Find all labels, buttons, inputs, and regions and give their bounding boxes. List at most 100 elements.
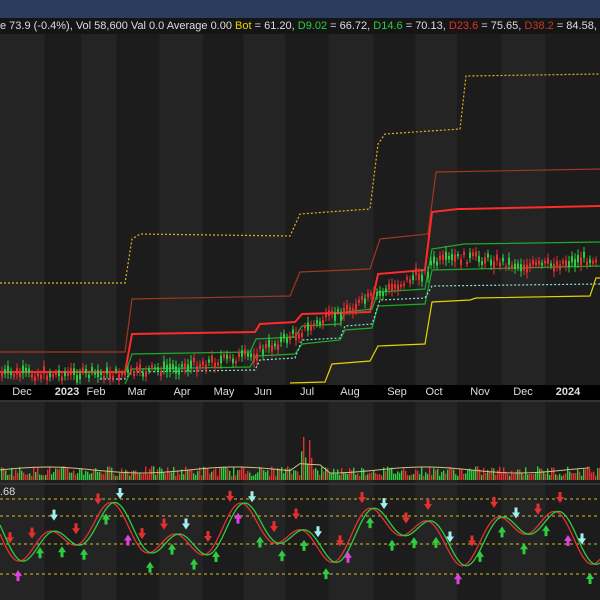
volume-bar: [15, 469, 17, 480]
candle-body: [4, 369, 6, 374]
volume-bar: [79, 468, 81, 480]
candle-body: [544, 260, 546, 264]
signal-arrow: [14, 570, 22, 582]
candle-body: [220, 355, 222, 364]
candle-body: [91, 366, 93, 372]
volume-bar: [401, 470, 403, 480]
volume-bar: [315, 467, 317, 480]
volume-bar: [343, 472, 345, 480]
candle-body: [307, 322, 309, 331]
volume-bar: [519, 469, 521, 480]
volume-bar: [327, 468, 329, 480]
volume-bar: [549, 474, 551, 480]
candle-body: [43, 366, 45, 374]
volume-bar: [449, 466, 451, 480]
candle-body: [169, 363, 171, 372]
candle-body: [514, 263, 516, 270]
volume-bar: [201, 475, 203, 480]
volume-bar: [547, 468, 549, 480]
volume-bar: [397, 471, 399, 480]
volume-bar: [207, 468, 209, 480]
candle-body: [103, 376, 105, 380]
volume-bar: [447, 469, 449, 480]
volume-bar: [19, 466, 21, 480]
volume-bar: [27, 474, 29, 480]
signal-arrow: [102, 513, 110, 525]
candle-body: [253, 354, 255, 362]
volume-bar: [135, 470, 137, 480]
signal-arrow: [234, 512, 242, 524]
volume-bar: [289, 468, 291, 480]
volume-bar: [391, 467, 393, 480]
volume-bar: [297, 471, 299, 480]
background-stripe: [501, 34, 546, 600]
volume-bar: [477, 466, 479, 480]
candle-body: [154, 367, 156, 370]
background-stripe: [545, 34, 600, 600]
header-segment: = 70.13,: [402, 20, 449, 32]
candle-body: [364, 298, 366, 304]
candle-body: [184, 363, 186, 370]
volume-bar: [483, 467, 485, 480]
volume-bar: [103, 474, 105, 480]
time-label: Jul: [300, 386, 314, 398]
signal-arrow: [58, 546, 66, 558]
volume-bar: [291, 473, 293, 480]
volume-bar: [193, 473, 195, 480]
volume-bar: [25, 474, 27, 480]
volume-bar: [597, 468, 599, 480]
time-label: 2023: [55, 386, 79, 398]
volume-bar: [119, 473, 121, 480]
signal-arrow: [256, 536, 264, 548]
volume-bar: [437, 468, 439, 480]
candle-body: [592, 260, 594, 264]
candle-body: [397, 284, 399, 291]
header-segment: = 61.20,: [251, 20, 298, 32]
volume-bar: [231, 475, 233, 480]
volume-bar: [521, 472, 523, 480]
candle-body: [472, 252, 474, 256]
candle-body: [454, 254, 456, 262]
candle-body: [25, 367, 27, 373]
signal-arrow: [468, 535, 476, 547]
candle-body: [196, 365, 198, 372]
volume-bar: [523, 475, 525, 480]
volume-bar: [235, 475, 237, 480]
signal-arrow: [402, 512, 410, 524]
volume-bar: [443, 470, 445, 480]
volume-bar: [257, 472, 259, 480]
candle-body: [280, 336, 282, 343]
volume-bar: [49, 466, 51, 480]
header-segment: D14.6: [373, 20, 403, 32]
volume-bar: [191, 469, 193, 480]
volume-bar: [115, 475, 117, 480]
candle-body: [337, 309, 339, 312]
signal-arrow: [6, 532, 14, 544]
signal-arrow: [314, 526, 322, 538]
volume-bar: [139, 473, 141, 480]
volume-bar: [361, 467, 363, 480]
volume-bar: [65, 466, 67, 480]
volume-bar: [89, 474, 91, 480]
candle-body: [532, 260, 534, 265]
volume-bar: [63, 466, 65, 480]
volume-bar: [269, 475, 271, 480]
volume-bar: [177, 470, 179, 480]
candle-body: [190, 360, 192, 368]
time-label: Aug: [340, 386, 360, 398]
signal-arrow: [424, 499, 432, 511]
volume-bar: [9, 474, 11, 480]
volume-bar: [363, 468, 365, 480]
volume-bar: [515, 471, 517, 480]
candle-body: [172, 364, 174, 370]
signal-arrow: [454, 573, 462, 585]
volume-bar: [109, 466, 111, 480]
volume-bar: [325, 467, 327, 480]
volume-bar: [497, 470, 499, 480]
signal-arrow: [270, 521, 278, 533]
volume-bar: [249, 472, 251, 480]
volume-bar: [335, 473, 337, 480]
candle-body: [247, 353, 249, 357]
candle-body: [430, 260, 432, 265]
fib-mid: [100, 283, 600, 380]
